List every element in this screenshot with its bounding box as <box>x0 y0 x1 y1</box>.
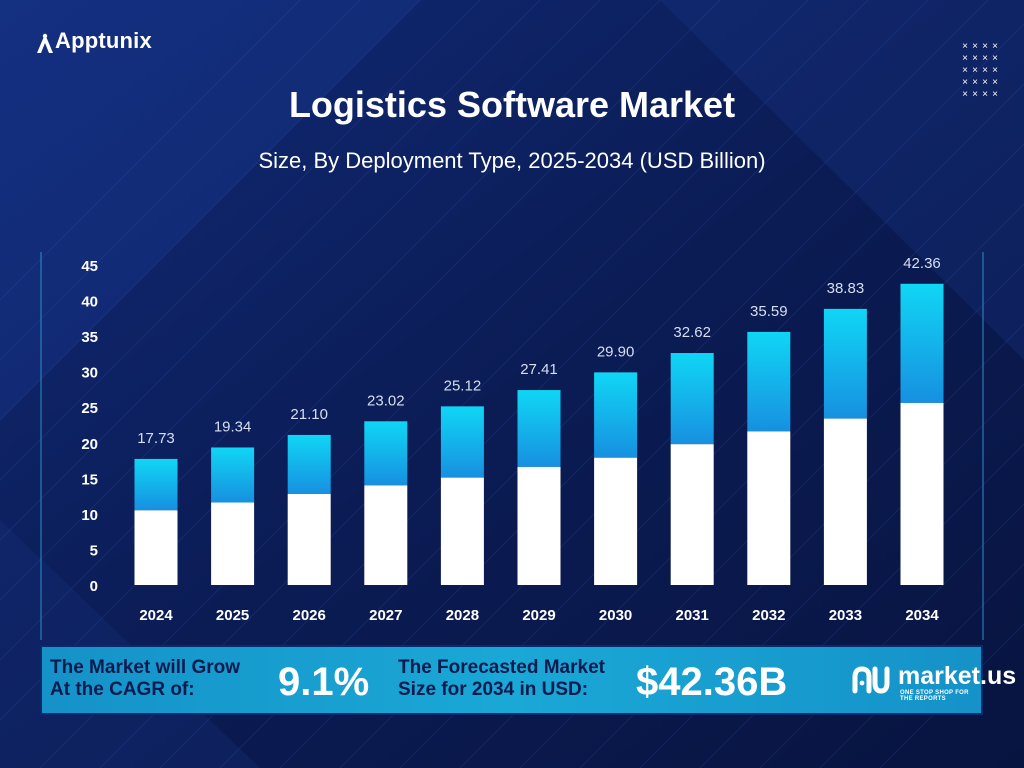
bar-value-label: 25.12 <box>444 377 482 394</box>
chart-title: Logistics Software Market <box>288 84 736 125</box>
cagr-label-line1: The Market will Grow <box>50 657 241 678</box>
brand-a-icon <box>36 32 54 54</box>
brand-name: Apptunix <box>55 28 152 53</box>
market-us-logo-icon <box>852 666 890 694</box>
bar-segment-top <box>287 434 331 494</box>
cagr-label-line2: At the CAGR of: <box>50 679 195 700</box>
bar-value-label: 27.41 <box>520 361 558 378</box>
bar-value-label: 42.36 <box>903 255 941 272</box>
bar-segment-top <box>594 372 638 458</box>
bar-segment-top <box>823 308 867 419</box>
dot-glyph: × <box>972 77 978 88</box>
x-tick-label: 2031 <box>676 607 709 624</box>
bar-segment-top <box>440 406 484 478</box>
y-tick-label: 45 <box>81 258 98 275</box>
dot-glyph: × <box>972 53 978 64</box>
dot-glyph: × <box>992 89 998 100</box>
dot-glyph: × <box>972 41 978 52</box>
bar-segment-bottom <box>517 466 561 585</box>
x-tick-label: 2033 <box>829 607 862 624</box>
bar-value-label: 17.73 <box>137 430 175 447</box>
forecast-label-line1: The Forecasted Market <box>398 657 605 678</box>
source-tagline: ONE STOP SHOP FOR THE REPORTS <box>900 690 969 702</box>
bar-segment-top <box>747 331 791 432</box>
dot-glyph: × <box>982 41 988 52</box>
y-tick-label: 25 <box>81 400 98 417</box>
dot-glyph: × <box>982 65 988 76</box>
y-tick-label: 5 <box>90 542 98 559</box>
forecast-label-line2: Size for 2034 in USD: <box>398 679 589 700</box>
y-tick-label: 40 <box>81 294 98 311</box>
forecast-value: $42.36B <box>636 660 788 704</box>
bar-segment-top <box>211 447 255 503</box>
y-tick-label: 0 <box>90 578 98 595</box>
x-tick-label: 2025 <box>216 607 249 624</box>
bar-segment-bottom <box>823 418 867 585</box>
bar-segment-bottom <box>594 457 638 585</box>
bar-segment-bottom <box>670 444 714 585</box>
dot-glyph: × <box>992 65 998 76</box>
bar-segment-top <box>900 283 944 403</box>
x-tick-label: 2026 <box>293 607 326 624</box>
source-name: market.us <box>898 662 1017 690</box>
bar-value-label: 38.83 <box>827 280 865 297</box>
y-tick-label: 10 <box>81 507 98 524</box>
stats-banner: The Market will Grow At the CAGR of: 9.1… <box>40 645 1016 715</box>
bar-segment-bottom <box>287 493 331 585</box>
bar-value-label: 29.90 <box>597 343 635 360</box>
dot-grid-decoration: × × × × × × × × × × × × × × × × × × × × <box>960 42 1000 100</box>
cagr-value: 9.1% <box>278 660 370 704</box>
dot-glyph: × <box>972 89 978 100</box>
dot-glyph: × <box>992 53 998 64</box>
bar-segment-bottom <box>900 402 944 585</box>
dot-glyph: × <box>982 53 988 64</box>
brand-logo: Apptunix <box>36 28 152 54</box>
dot-glyph: × <box>992 41 998 52</box>
y-tick-label: 15 <box>81 471 98 488</box>
dot-glyph: × <box>982 77 988 88</box>
bar-value-label: 23.02 <box>367 392 405 409</box>
chart-subtitle: Size, By Deployment Type, 2025-2034 (USD… <box>258 148 766 173</box>
dot-glyph: × <box>962 53 968 64</box>
bar-value-label: 21.10 <box>290 406 328 423</box>
y-tick-label: 20 <box>81 436 98 453</box>
y-tick-label: 35 <box>81 329 98 346</box>
x-tick-label: 2027 <box>369 607 402 624</box>
bar-value-label: 35.59 <box>750 303 788 320</box>
dot-glyph: × <box>962 41 968 52</box>
x-tick-label: 2024 <box>139 607 173 624</box>
x-tick-label: 2028 <box>446 607 479 624</box>
bar-segment-bottom <box>440 477 484 585</box>
dot-glyph: × <box>962 89 968 100</box>
x-tick-label: 2030 <box>599 607 632 624</box>
dot-glyph: × <box>972 65 978 76</box>
bar-segment-top <box>517 390 561 467</box>
x-tick-label: 2029 <box>522 607 555 624</box>
bar-segment-top <box>134 458 178 511</box>
bar-value-label: 19.34 <box>214 418 252 435</box>
bar-value-label: 32.62 <box>673 324 711 341</box>
bar-segment-top <box>364 421 408 486</box>
bar-segment-bottom <box>134 510 178 585</box>
x-tick-label: 2032 <box>752 607 785 624</box>
bar-segment-bottom <box>211 502 255 585</box>
bar-segment-bottom <box>364 485 408 585</box>
y-tick-label: 30 <box>81 365 98 382</box>
bar-segment-top <box>670 353 714 445</box>
x-tick-label: 2034 <box>905 607 939 624</box>
dot-glyph: × <box>982 89 988 100</box>
dot-glyph: × <box>992 77 998 88</box>
dot-glyph: × <box>962 65 968 76</box>
bar-segment-bottom <box>747 431 791 585</box>
dot-glyph: × <box>962 77 968 88</box>
